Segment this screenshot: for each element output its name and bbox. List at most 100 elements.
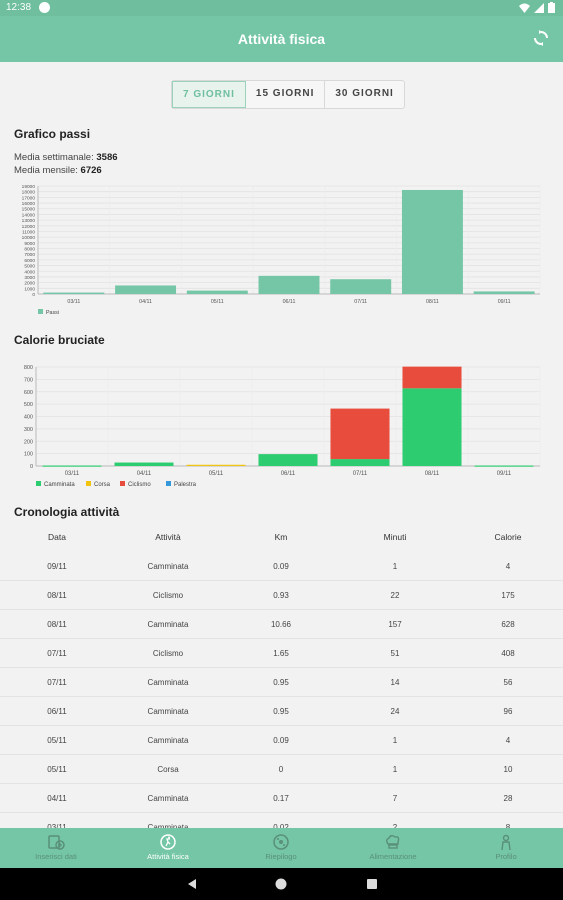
y-tick-label: 6000 <box>24 258 35 264</box>
x-tick-label: 08/11 <box>426 299 439 305</box>
bar-passi <box>115 285 177 294</box>
x-tick-label: 04/11 <box>137 471 152 477</box>
history-title: Cronologia attività <box>14 505 120 519</box>
x-tick-label: 04/11 <box>139 299 152 305</box>
nav-nutrition[interactable]: Alimentazione <box>337 828 449 868</box>
y-tick-label: 4000 <box>24 269 35 275</box>
y-tick-label: 100 <box>24 452 33 458</box>
table-row: 05/11 Corsa 0 1 10 <box>0 755 563 784</box>
cell-minutes: 1 <box>392 764 398 774</box>
monthly-average: Media mensile: 6726 <box>14 165 102 176</box>
cell-activity: Camminata <box>147 561 189 571</box>
y-tick-label: 5000 <box>24 264 35 270</box>
add-data-icon <box>48 835 65 850</box>
y-tick-label: 300 <box>24 427 33 433</box>
profile-icon <box>501 834 511 850</box>
bar-passi <box>43 292 105 294</box>
cell-activity: Camminata <box>147 619 189 629</box>
cell-km: 0.02 <box>273 822 289 829</box>
page-title: Attività fisica <box>237 31 326 47</box>
monthly-average-label: Media mensile: <box>14 165 78 176</box>
range-30-days-button[interactable]: 30 GIORNI <box>335 88 394 99</box>
table-row: 08/11 Ciclismo 0.93 22 175 <box>0 581 563 610</box>
notification-app-icon <box>39 2 50 13</box>
cell-calories: 4 <box>505 561 511 571</box>
home-icon[interactable] <box>275 878 287 890</box>
running-icon <box>160 834 176 850</box>
column-header-minutes: Minuti <box>383 532 407 542</box>
cell-km: 0.17 <box>273 793 289 803</box>
y-tick-label: 2000 <box>24 281 35 287</box>
cell-date: 08/11 <box>47 619 67 629</box>
battery-icon <box>548 2 555 13</box>
cell-calories: 408 <box>501 648 515 658</box>
column-header-activity: Attività <box>155 532 181 542</box>
cell-activity: Ciclismo <box>152 648 184 658</box>
summary-icon <box>273 834 289 850</box>
cell-minutes: 14 <box>390 677 400 687</box>
x-tick-label: 09/11 <box>498 299 511 305</box>
y-tick-label: 10000 <box>22 235 36 241</box>
cell-calories: 96 <box>503 706 513 716</box>
table-row: 06/11 Camminata 0.95 24 96 <box>0 697 563 726</box>
bar-passi <box>473 291 535 294</box>
nav-physical-activity[interactable]: Attività fisica <box>112 828 224 868</box>
cell-km: 1.65 <box>273 648 289 658</box>
back-icon[interactable] <box>186 878 198 890</box>
cell-date: 07/11 <box>47 677 67 687</box>
system-icons <box>519 2 555 13</box>
y-tick-label: 18000 <box>22 190 36 196</box>
cell-date: 05/11 <box>47 735 67 745</box>
steps-chart: 0100020003000400050006000700080009000100… <box>22 184 541 316</box>
legend-label: Palestra <box>174 482 197 487</box>
y-tick-label: 16000 <box>22 201 36 207</box>
nav-summary[interactable]: Riepilogo <box>225 828 337 868</box>
cell-activity: Camminata <box>147 677 189 687</box>
cell-activity: Camminata <box>147 793 189 803</box>
cell-km: 0 <box>278 764 284 774</box>
sync-icon[interactable] <box>533 30 549 46</box>
y-tick-label: 7000 <box>24 252 35 258</box>
legend-label: Camminata <box>44 482 75 487</box>
x-tick-label: 03/11 <box>65 471 80 477</box>
weekly-average-label: Media settimanale: <box>14 152 94 163</box>
table-row: 08/11 Camminata 10.66 157 628 <box>0 610 563 639</box>
y-tick-label: 400 <box>24 415 33 421</box>
cell-km: 0.93 <box>273 590 289 600</box>
y-tick-label: 600 <box>24 390 33 396</box>
recents-icon[interactable] <box>366 878 378 890</box>
weekly-average: Media settimanale: 3586 <box>14 152 118 163</box>
cell-calories: 8 <box>505 822 511 829</box>
cell-calories: 56 <box>503 677 513 687</box>
legend-label: Ciclismo <box>128 482 151 487</box>
bar-camminata <box>258 454 318 466</box>
bar-camminata <box>474 465 534 467</box>
x-tick-label: 08/11 <box>425 471 440 477</box>
bar-passi <box>186 290 248 294</box>
legend-swatch <box>166 481 171 486</box>
range-15-days-button[interactable]: 15 GIORNI <box>246 81 326 108</box>
nav-profile[interactable]: Profilo <box>450 828 562 868</box>
activity-history-table: Data Attività Km Minuti Calorie 09/11 Cam… <box>0 522 563 828</box>
table-row: 07/11 Camminata 0.95 14 56 <box>0 668 563 697</box>
cell-minutes: 51 <box>390 648 400 658</box>
cell-km: 0.95 <box>273 706 289 716</box>
y-tick-label: 14000 <box>22 212 36 218</box>
weekly-average-value: 3586 <box>96 152 118 163</box>
cell-date: 04/11 <box>47 793 67 803</box>
cell-date: 08/11 <box>47 590 67 600</box>
x-tick-label: 07/11 <box>354 299 367 305</box>
main-content[interactable]: 7 GIORNI 15 GIORNI 30 GIORNI Grafico pas… <box>0 62 563 828</box>
legend-label: Corsa <box>94 482 111 487</box>
legend-swatch <box>36 481 41 486</box>
cell-minutes: 7 <box>392 793 398 803</box>
nav-insert-data[interactable]: Inserisci dati <box>0 828 112 868</box>
cell-calories: 28 <box>503 793 513 803</box>
y-tick-label: 800 <box>24 365 33 371</box>
legend-swatch <box>120 481 125 486</box>
legend-swatch <box>38 309 43 314</box>
cell-km: 0.95 <box>273 677 289 687</box>
bar-passi <box>330 279 392 294</box>
bar-camminata <box>114 462 174 466</box>
range-7-days-button[interactable]: 7 GIORNI <box>172 81 246 108</box>
